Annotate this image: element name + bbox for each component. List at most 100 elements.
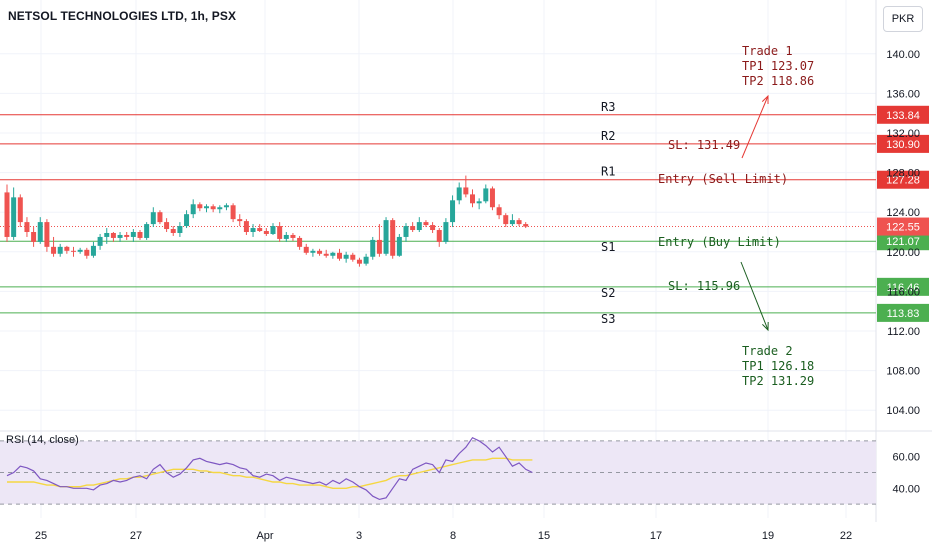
candle-body	[37, 222, 43, 242]
rsi-ma-line	[7, 457, 533, 489]
candle-body	[204, 206, 209, 209]
price-tick-label: 132.00	[886, 128, 920, 140]
candle-body	[84, 249, 90, 256]
trade1-title: Trade 1	[742, 44, 793, 58]
price-tick-label: 104.00	[886, 405, 920, 417]
candlestick-series	[4, 175, 529, 267]
level-price-badge	[877, 105, 929, 124]
candle-body	[77, 249, 83, 252]
candle-body	[250, 228, 256, 232]
candle-body	[450, 200, 456, 223]
candle-body	[164, 222, 170, 230]
candle-body	[476, 201, 482, 204]
rsi-pane	[0, 436, 876, 505]
level-price-label: 116.46	[887, 282, 920, 294]
candle-body	[337, 252, 342, 259]
candle-body	[177, 226, 183, 233]
candle-body	[423, 222, 429, 226]
candle-body	[130, 232, 136, 237]
trade1-entry: Entry (Sell Limit)	[658, 172, 789, 186]
candle-body	[443, 222, 449, 242]
price-tick-label: 140.00	[886, 49, 920, 61]
trade2-arrow	[740, 261, 769, 331]
candle-body	[363, 256, 369, 264]
candle-body	[110, 232, 116, 238]
trade1-arrow	[741, 95, 769, 159]
level-price-badge	[877, 232, 929, 251]
candle-body	[150, 212, 156, 225]
candle-body	[330, 252, 336, 256]
candle-body	[90, 245, 96, 256]
candle-body	[503, 215, 509, 225]
candle-body	[51, 246, 57, 254]
candle-body	[137, 232, 143, 238]
level-name-r2: R2	[601, 129, 615, 143]
time-tick-label: 17	[650, 530, 662, 542]
level-price-label: 133.84	[886, 110, 920, 122]
time-tick-label: 19	[762, 530, 774, 542]
last-price-badge	[877, 217, 929, 236]
candle-body	[310, 250, 316, 253]
rsi-tick-label: 60.00	[892, 452, 920, 464]
rsi-indicator-label[interactable]: RSI (14, close)	[6, 434, 79, 446]
level-price-badge	[877, 277, 929, 296]
candle-body	[383, 220, 389, 254]
trade-arrows	[740, 94, 769, 332]
price-tick-label: 128.00	[886, 168, 920, 180]
level-name-s1: S1	[601, 240, 615, 254]
price-axis[interactable]: 133.84 130.90 127.28 121.07 116.46 113.83 104.…	[877, 49, 929, 496]
candle-body	[297, 237, 303, 247]
candle-body	[17, 197, 23, 223]
level-name-s2: S2	[601, 286, 615, 300]
trade2-entry: Entry (Buy Limit)	[658, 235, 781, 249]
grid	[0, 0, 932, 522]
candle-body	[430, 225, 436, 231]
candle-body	[496, 207, 502, 216]
candle-body	[117, 234, 123, 238]
candle-body	[11, 197, 17, 237]
candle-body	[57, 246, 63, 254]
candle-body	[184, 214, 190, 227]
currency-button[interactable]: PKR	[883, 6, 923, 32]
time-axis[interactable]: 25 27 Apr 3 8 15 17 19 22	[35, 530, 852, 542]
rsi-tick-label: 40.00	[892, 483, 920, 495]
last-price-label: 122.55	[886, 222, 920, 234]
trade2-tp2: TP2 131.29	[742, 374, 815, 388]
candle-body	[483, 188, 489, 202]
candle-body	[390, 220, 396, 256]
trade1-tp1: TP1 123.07	[742, 59, 815, 73]
candle-body	[237, 219, 243, 222]
candle-body	[470, 194, 475, 204]
candle-body	[456, 187, 462, 201]
rsi-line	[6, 436, 533, 501]
trade1-sl: SL: 131.49	[668, 138, 741, 152]
candle-body	[263, 231, 269, 234]
time-tick-label: 25	[35, 530, 47, 542]
level-price-badge	[877, 134, 929, 153]
candle-body	[410, 226, 416, 231]
candle-body	[144, 224, 150, 238]
level-price-label: 113.83	[887, 308, 920, 320]
candle-body	[376, 239, 382, 254]
candle-body	[523, 224, 529, 227]
candle-body	[277, 226, 283, 239]
candle-body	[170, 229, 176, 233]
trade2-sl: SL: 115.96	[668, 279, 741, 293]
level-price-label: 121.07	[886, 236, 920, 248]
candle-body	[323, 253, 329, 256]
candle-body	[283, 234, 289, 239]
trade1-arrow-head	[761, 94, 769, 105]
candle-body	[343, 254, 349, 259]
level-name-s3: S3	[601, 312, 615, 326]
candle-body	[396, 236, 402, 256]
time-tick-label: 22	[840, 530, 852, 542]
candle-body	[317, 250, 323, 254]
candle-body	[31, 232, 37, 242]
time-tick-label: 15	[538, 530, 550, 542]
candle-body	[4, 192, 10, 237]
time-tick-label: 3	[356, 530, 362, 542]
candle-body	[243, 221, 249, 232]
candle-body	[104, 232, 110, 237]
price-tick-label: 112.00	[887, 326, 920, 338]
